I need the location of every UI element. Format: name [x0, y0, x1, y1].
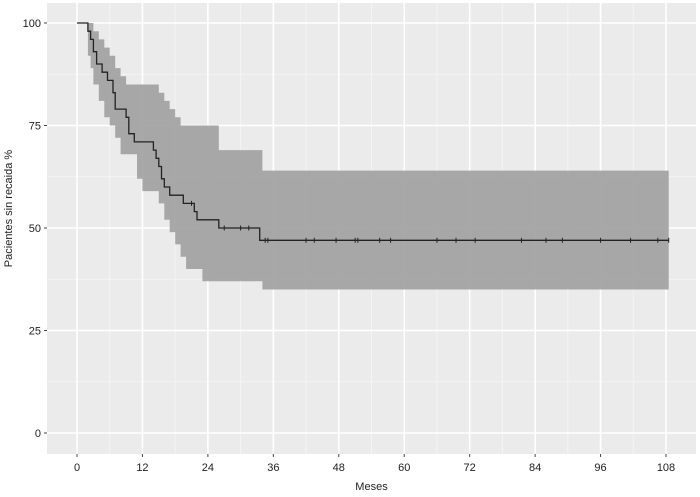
y-axis-title: Pacientes sin recaida % [3, 150, 15, 268]
y-tick-label: 75 [29, 121, 41, 133]
y-tick-label: 50 [29, 223, 41, 235]
survival-curve [77, 22, 669, 241]
x-tick-label: 36 [267, 462, 279, 474]
y-tick-label: 25 [29, 326, 41, 338]
x-tick-label: 24 [202, 462, 214, 474]
x-tick-label: 0 [74, 462, 80, 474]
x-tick-label: 72 [464, 462, 476, 474]
x-tick-label: 12 [136, 462, 148, 474]
x-tick-label: 84 [529, 462, 541, 474]
x-tick-label: 60 [398, 462, 410, 474]
censor-marks [191, 200, 670, 243]
x-tick-label: 48 [333, 462, 345, 474]
x-axis-title: Meses [355, 481, 388, 493]
confidence-band [77, 23, 669, 290]
x-tick-label: 96 [594, 462, 606, 474]
y-tick-label: 0 [35, 428, 41, 440]
y-axis: 0 25 50 75 100 [23, 18, 47, 440]
y-tick-label: 100 [23, 18, 41, 30]
x-tick-label: 108 [657, 462, 675, 474]
x-axis: 0 12 24 36 48 60 72 84 96 108 [74, 454, 675, 474]
